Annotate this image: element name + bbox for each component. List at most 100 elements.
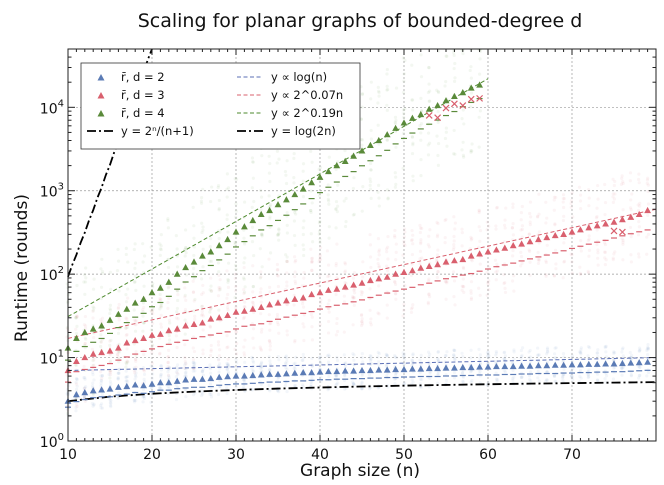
- raw-sample-dot: [444, 80, 448, 84]
- raw-sample-dot: [174, 316, 179, 320]
- mean-triangle: [593, 222, 601, 229]
- raw-sample-dot: [318, 257, 323, 262]
- raw-sample-dot: [284, 173, 288, 177]
- raw-sample-dot: [83, 292, 87, 296]
- raw-sample-dot: [487, 279, 491, 283]
- raw-sample-dot: [267, 355, 271, 359]
- raw-sample-dot: [260, 232, 264, 236]
- raw-sample-dot: [192, 236, 196, 240]
- raw-sample-dot: [351, 382, 356, 386]
- raw-sample-dot: [537, 230, 541, 234]
- raw-sample-dot: [385, 316, 389, 320]
- raw-sample-dot: [326, 183, 330, 187]
- mean-triangle: [249, 371, 257, 379]
- raw-sample-dot: [208, 324, 212, 328]
- raw-sample-dot: [175, 265, 180, 269]
- mean-triangle: [291, 295, 299, 302]
- raw-sample-dot: [586, 188, 591, 192]
- raw-sample-dot: [478, 262, 482, 266]
- raw-sample-dot: [510, 226, 515, 230]
- raw-sample-dot: [259, 382, 263, 387]
- raw-sample-dot: [511, 233, 515, 237]
- mean-triangle: [98, 322, 105, 329]
- mean-triangle: [81, 389, 89, 396]
- mean-triangle: [257, 210, 265, 218]
- raw-sample-dot: [411, 141, 415, 145]
- mean-triangle: [535, 362, 542, 369]
- raw-sample-dot: [367, 387, 372, 391]
- raw-sample-dot: [527, 374, 532, 378]
- raw-sample-dot: [126, 287, 130, 291]
- raw-sample-dot: [604, 350, 608, 354]
- raw-sample-dot: [116, 331, 121, 335]
- raw-sample-dot: [82, 323, 87, 327]
- mean-triangle: [199, 252, 206, 259]
- raw-sample-dot: [209, 284, 213, 288]
- mean-triangle: [215, 314, 223, 321]
- raw-sample-dot: [545, 370, 549, 374]
- mean-triangle: [266, 301, 273, 308]
- raw-sample-dot: [571, 367, 575, 371]
- raw-sample-dot: [462, 122, 466, 126]
- raw-sample-dot: [149, 339, 153, 343]
- raw-sample-dot: [419, 353, 423, 357]
- raw-sample-dot: [620, 373, 624, 377]
- raw-sample-dot: [427, 65, 431, 70]
- raw-sample-dot: [512, 375, 516, 379]
- raw-sample-dot: [603, 250, 607, 254]
- mean-triangle: [493, 246, 500, 253]
- mean-triangle: [644, 206, 651, 214]
- raw-sample-dot: [418, 230, 422, 235]
- mean-triangle: [350, 152, 357, 159]
- raw-sample-dot: [629, 208, 633, 212]
- raw-sample-dot: [452, 295, 456, 299]
- raw-sample-dot: [149, 364, 153, 368]
- mean-triangle: [459, 255, 467, 263]
- raw-sample-dot: [99, 339, 103, 344]
- raw-sample-dot: [292, 181, 296, 185]
- raw-sample-dot: [393, 280, 397, 284]
- raw-sample-dot: [259, 270, 263, 274]
- raw-sample-dot: [133, 274, 137, 278]
- raw-sample-dot: [259, 361, 264, 366]
- raw-sample-dot: [149, 400, 153, 404]
- raw-sample-dot: [603, 212, 607, 217]
- raw-sample-dot: [376, 85, 380, 89]
- raw-sample-dot: [176, 289, 180, 293]
- raw-sample-dot: [393, 280, 397, 284]
- mean-triangle: [367, 366, 374, 374]
- mean-triangle: [308, 369, 315, 376]
- raw-sample-dot: [545, 346, 550, 350]
- mean-triangle: [325, 167, 332, 175]
- raw-sample-dot: [142, 377, 146, 381]
- raw-sample-dot: [74, 376, 79, 381]
- raw-sample-dot: [569, 201, 573, 206]
- raw-sample-dot: [149, 309, 153, 313]
- raw-sample-dot: [360, 319, 364, 323]
- mean-triangle: [123, 339, 131, 346]
- raw-sample-dot: [277, 358, 281, 362]
- raw-sample-dot: [327, 274, 331, 278]
- mean-triangle: [224, 373, 231, 380]
- raw-sample-dot: [82, 386, 86, 391]
- raw-sample-dot: [410, 359, 415, 363]
- raw-sample-dot: [259, 300, 263, 304]
- raw-sample-dot: [201, 348, 205, 352]
- raw-sample-dot: [385, 354, 389, 358]
- raw-sample-dot: [369, 97, 373, 101]
- raw-sample-dot: [150, 344, 154, 348]
- raw-sample-dot: [343, 224, 348, 229]
- raw-sample-dot: [435, 235, 439, 239]
- y-tick-label: 102: [40, 265, 64, 284]
- raw-sample-dot: [587, 254, 591, 258]
- mean-triangle: [593, 360, 601, 367]
- raw-sample-dot: [519, 375, 523, 379]
- raw-sample-dot: [368, 233, 372, 237]
- raw-sample-dot: [151, 307, 155, 311]
- raw-sample-dot: [151, 281, 155, 286]
- raw-sample-dot: [436, 163, 440, 168]
- raw-sample-dot: [343, 362, 347, 367]
- raw-sample-dot: [209, 259, 214, 263]
- raw-sample-dot: [217, 285, 221, 290]
- raw-sample-dot: [493, 360, 498, 364]
